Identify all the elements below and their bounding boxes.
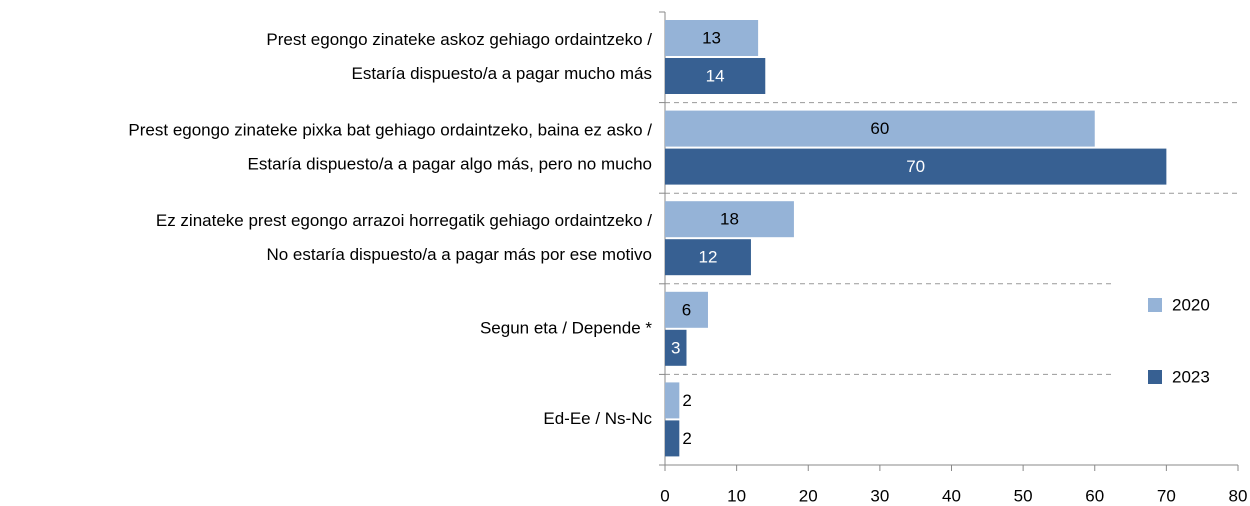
category-label: Ez zinateke prest egongo arrazoi horrega… <box>156 211 652 230</box>
category-label: Segun eta / Depende * <box>480 319 652 338</box>
data-label: 18 <box>720 210 739 229</box>
legend-swatch <box>1148 370 1162 384</box>
x-tick-label: 0 <box>660 486 669 505</box>
bar <box>665 201 794 238</box>
category-label: No estaría dispuesto/a a pagar más por e… <box>266 245 652 264</box>
category-label: Prest egongo zinateke askoz gehiago orda… <box>266 30 652 49</box>
x-tick-label: 30 <box>870 486 889 505</box>
legend-swatch <box>1148 298 1162 312</box>
bar <box>665 239 751 276</box>
x-tick-label: 40 <box>942 486 961 505</box>
data-label: 13 <box>702 28 721 47</box>
x-tick-label: 10 <box>727 486 746 505</box>
data-label: 3 <box>671 338 680 357</box>
x-tick-label: 70 <box>1157 486 1176 505</box>
category-label: Estaría dispuesto/a a pagar mucho más <box>352 64 653 83</box>
category-label: Prest egongo zinateke pixka bat gehiago … <box>128 120 652 139</box>
data-label: 70 <box>906 157 925 176</box>
category-label: Ed-Ee / Ns-Nc <box>543 409 652 428</box>
data-label: 14 <box>706 66 725 85</box>
bar <box>665 291 708 328</box>
x-tick-label: 80 <box>1229 486 1248 505</box>
category-label: Estaría dispuesto/a a pagar algo más, pe… <box>248 154 652 173</box>
bar <box>665 420 680 457</box>
bar <box>665 58 766 94</box>
bar <box>665 382 680 419</box>
x-tick-label: 20 <box>799 486 818 505</box>
data-label: 6 <box>682 300 691 319</box>
legend-label: 2020 <box>1172 295 1210 314</box>
x-tick-label: 60 <box>1085 486 1104 505</box>
x-tick-label: 50 <box>1014 486 1033 505</box>
bar <box>665 148 1167 185</box>
bar <box>665 20 759 56</box>
bar <box>665 329 687 366</box>
data-label: 60 <box>870 119 889 138</box>
data-label: 12 <box>699 248 718 267</box>
legend-label: 2023 <box>1172 367 1210 386</box>
bar <box>665 110 1095 147</box>
data-label: 2 <box>682 391 691 410</box>
data-label: 2 <box>682 429 691 448</box>
